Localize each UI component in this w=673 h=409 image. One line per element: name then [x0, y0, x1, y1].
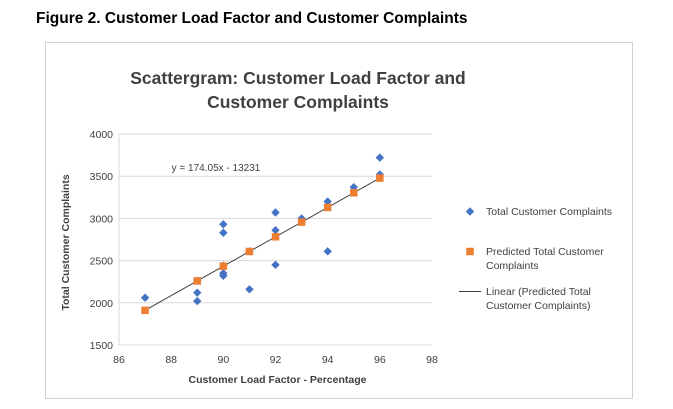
chart-title: Scattergram: Customer Load Factor and Cus…: [130, 68, 465, 112]
data-point-diamond: [140, 293, 150, 302]
x-tick-label: 96: [374, 354, 386, 366]
chart-title-line: Scattergram: Customer Load Factor and: [130, 68, 465, 88]
legend-entry: Linear (Predicted Total Customer Complain…: [459, 286, 591, 312]
data-point-square: [323, 203, 332, 212]
y-tick-label: 3000: [90, 213, 114, 225]
legend-label: Customer Complaints): [486, 300, 590, 312]
trendline: [144, 177, 381, 311]
axes: 1500 2000 2500 3000 3500 4000 86 88 90 92 94 96 98 Cu…: [60, 129, 438, 386]
series-predicted-complaints: [141, 174, 384, 315]
data-point-diamond: [219, 220, 228, 229]
data-point-diamond: [219, 228, 228, 237]
gridlines: [118, 133, 432, 346]
data-point-diamond: [323, 247, 332, 256]
y-tick-label: 1500: [90, 340, 114, 352]
data-point-diamond: [375, 153, 385, 162]
x-tick-label: 90: [217, 354, 229, 366]
data-point-diamond: [323, 197, 332, 206]
data-point-diamond: [219, 269, 228, 278]
series-total-complaints: [140, 153, 385, 306]
y-tick-label: 4000: [90, 129, 114, 141]
data-point-square: [271, 233, 280, 241]
legend-entry: Predicted Total Customer Complaints: [466, 246, 604, 272]
trendline-line: [144, 177, 381, 311]
x-tick-label: 94: [322, 354, 334, 366]
x-tick-label: 92: [270, 354, 282, 366]
data-point-square: [350, 188, 358, 197]
y-tick-label: 2500: [90, 256, 114, 268]
scatter-chart: Scattergram: Customer Load Factor and Cus…: [60, 68, 612, 386]
legend-label: Complaints: [486, 260, 539, 272]
data-point-square: [245, 247, 254, 256]
x-tick-label: 86: [113, 354, 125, 366]
data-point-square: [219, 262, 228, 270]
legend-marker-diamond: [465, 207, 475, 216]
data-point-square: [297, 218, 306, 226]
legend-label: Predicted Total Customer: [486, 246, 604, 258]
data-point-diamond: [349, 182, 358, 192]
data-point-diamond: [271, 226, 280, 235]
legend-entry: Total Customer Complaints: [465, 206, 612, 218]
data-point-square: [141, 306, 149, 315]
data-point-square: [193, 277, 201, 285]
data-point-diamond: [245, 285, 254, 294]
data-point-diamond: [193, 296, 202, 306]
chart-frame: Scattergram: Customer Load Factor and Cus…: [45, 42, 633, 399]
x-tick-label: 98: [426, 354, 438, 366]
legend-label: Total Customer Complaints: [486, 206, 612, 218]
trendline-equation: y = 174.05x - 13231: [172, 163, 261, 174]
data-point-diamond: [271, 208, 280, 217]
y-axis-title: Total Customer Complaints: [60, 174, 72, 310]
data-point-diamond: [193, 288, 202, 297]
data-series: [140, 153, 385, 315]
y-tick-label: 2000: [90, 298, 114, 310]
legend-marker-square: [466, 247, 474, 256]
legend: Total Customer Complaints Predicted Total…: [459, 206, 612, 312]
chart-title-line: Customer Complaints: [207, 92, 389, 112]
legend-label: Linear (Predicted Total: [486, 286, 591, 298]
figure-caption: Figure 2. Customer Load Factor and Custo…: [36, 10, 468, 27]
data-point-diamond: [271, 260, 280, 270]
y-tick-label: 3500: [90, 171, 114, 183]
trendline-equation-text: y = 174.05x - 13231: [172, 163, 261, 174]
x-axis-title: Customer Load Factor - Percentage: [189, 374, 367, 386]
data-point-square: [376, 174, 384, 182]
x-tick-label: 88: [165, 354, 177, 366]
